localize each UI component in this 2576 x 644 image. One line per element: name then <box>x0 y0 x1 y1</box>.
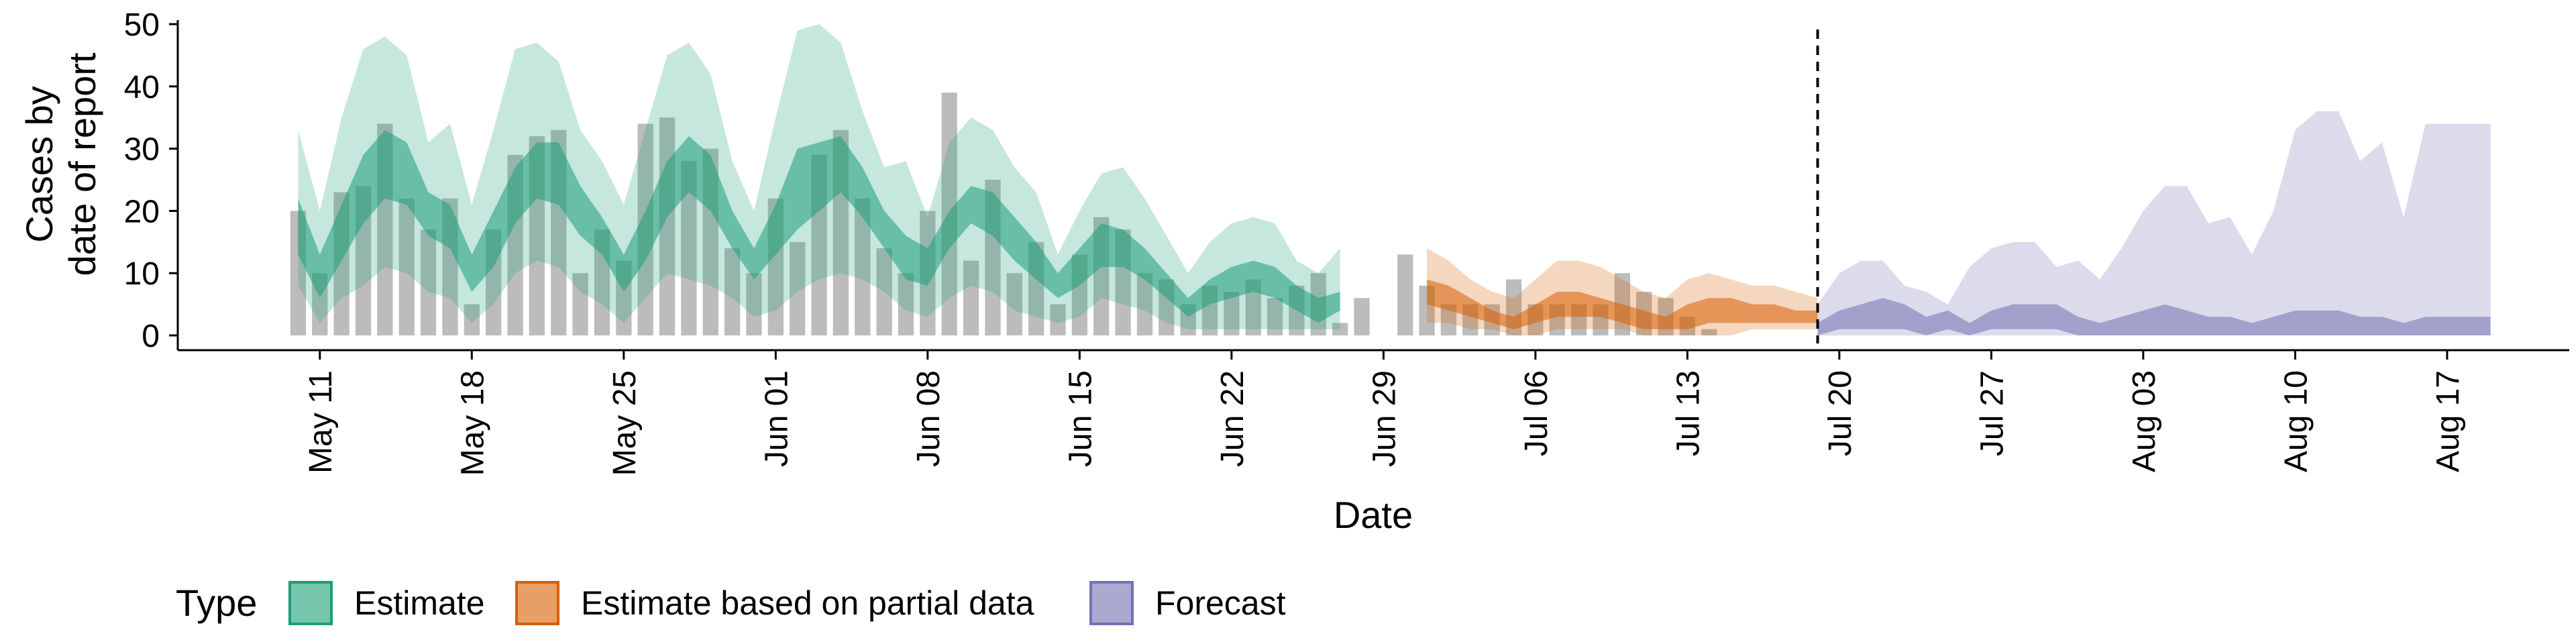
case-bar <box>1050 304 1066 335</box>
case-bar <box>746 273 762 335</box>
legend-label-partial: Estimate based on partial data <box>581 584 1034 622</box>
y-tick-label: 40 <box>124 70 160 105</box>
legend: Type Estimate Estimate based on partial … <box>176 581 1286 625</box>
case-bar <box>724 248 741 335</box>
x-tick-label: Jun 22 <box>1215 370 1250 467</box>
case-bar <box>1245 279 1261 335</box>
legend-key-partial <box>515 581 559 625</box>
x-tick-label: Aug 17 <box>2430 370 2466 472</box>
legend-key-estimate <box>288 581 333 625</box>
axes <box>176 20 2569 352</box>
legend-key-forecast <box>1089 581 1134 625</box>
x-tick-label: Jul 20 <box>1823 370 1858 456</box>
y-ticks: 0 10 20 30 40 50 <box>124 7 178 354</box>
case-bar <box>420 229 437 335</box>
case-bar <box>1701 329 1717 335</box>
case-bar <box>572 273 588 335</box>
case-bar <box>1332 323 1348 335</box>
legend-label-forecast: Forecast <box>1155 584 1286 622</box>
x-tick-label: May 11 <box>303 370 339 474</box>
case-bar <box>876 248 892 335</box>
x-tick-label: Jun 01 <box>759 370 794 467</box>
case-bar <box>855 198 871 335</box>
case-bar <box>790 241 806 335</box>
case-bar <box>1354 298 1370 335</box>
case-bar <box>1136 273 1153 335</box>
case-bar <box>1006 273 1022 335</box>
x-ticks: May 11 May 18 May 25 Jun 01 Jun 08 Jun 15 Jun … <box>303 350 2466 476</box>
y-axis-label-line-2: date of report <box>61 52 103 276</box>
x-tick-label: Jun 15 <box>1063 370 1098 467</box>
x-tick-label: May 25 <box>607 370 643 476</box>
y-tick-label: 0 <box>142 319 160 354</box>
bands-layer <box>298 24 2491 335</box>
y-tick-label: 20 <box>124 194 160 229</box>
legend-label-estimate: Estimate <box>354 584 485 622</box>
x-tick-label: Jul 27 <box>1974 370 2010 456</box>
x-tick-label: Jul 13 <box>1670 370 1706 456</box>
case-bar <box>1267 298 1283 335</box>
x-tick-label: Aug 10 <box>2278 370 2314 472</box>
y-tick-label: 50 <box>124 7 160 43</box>
case-bar <box>1440 304 1457 335</box>
case-bar <box>1397 254 1413 335</box>
x-tick-label: May 18 <box>455 370 490 476</box>
x-tick-label: Jun 29 <box>1366 370 1402 467</box>
case-bar <box>464 304 480 335</box>
band-inner-2 <box>1817 298 2491 335</box>
case-bar <box>898 273 914 335</box>
band-outer-2 <box>1817 111 2491 335</box>
x-tick-label: Aug 03 <box>2127 370 2162 472</box>
y-tick-label: 10 <box>124 256 160 292</box>
case-bar <box>963 260 979 335</box>
case-bar <box>1224 292 1240 335</box>
case-bar <box>398 198 415 335</box>
y-tick-label: 30 <box>124 132 160 168</box>
band-inner-1 <box>1427 279 1818 329</box>
case-bar <box>681 161 697 335</box>
legend-title: Type <box>176 582 257 624</box>
band-inner-0 <box>298 129 1340 323</box>
x-tick-label: Jun 08 <box>911 370 947 467</box>
y-axis-label-line-1: Cases by <box>18 86 60 242</box>
x-tick-label: Jul 06 <box>1519 370 1554 456</box>
x-axis-label: Date <box>1334 494 1413 536</box>
